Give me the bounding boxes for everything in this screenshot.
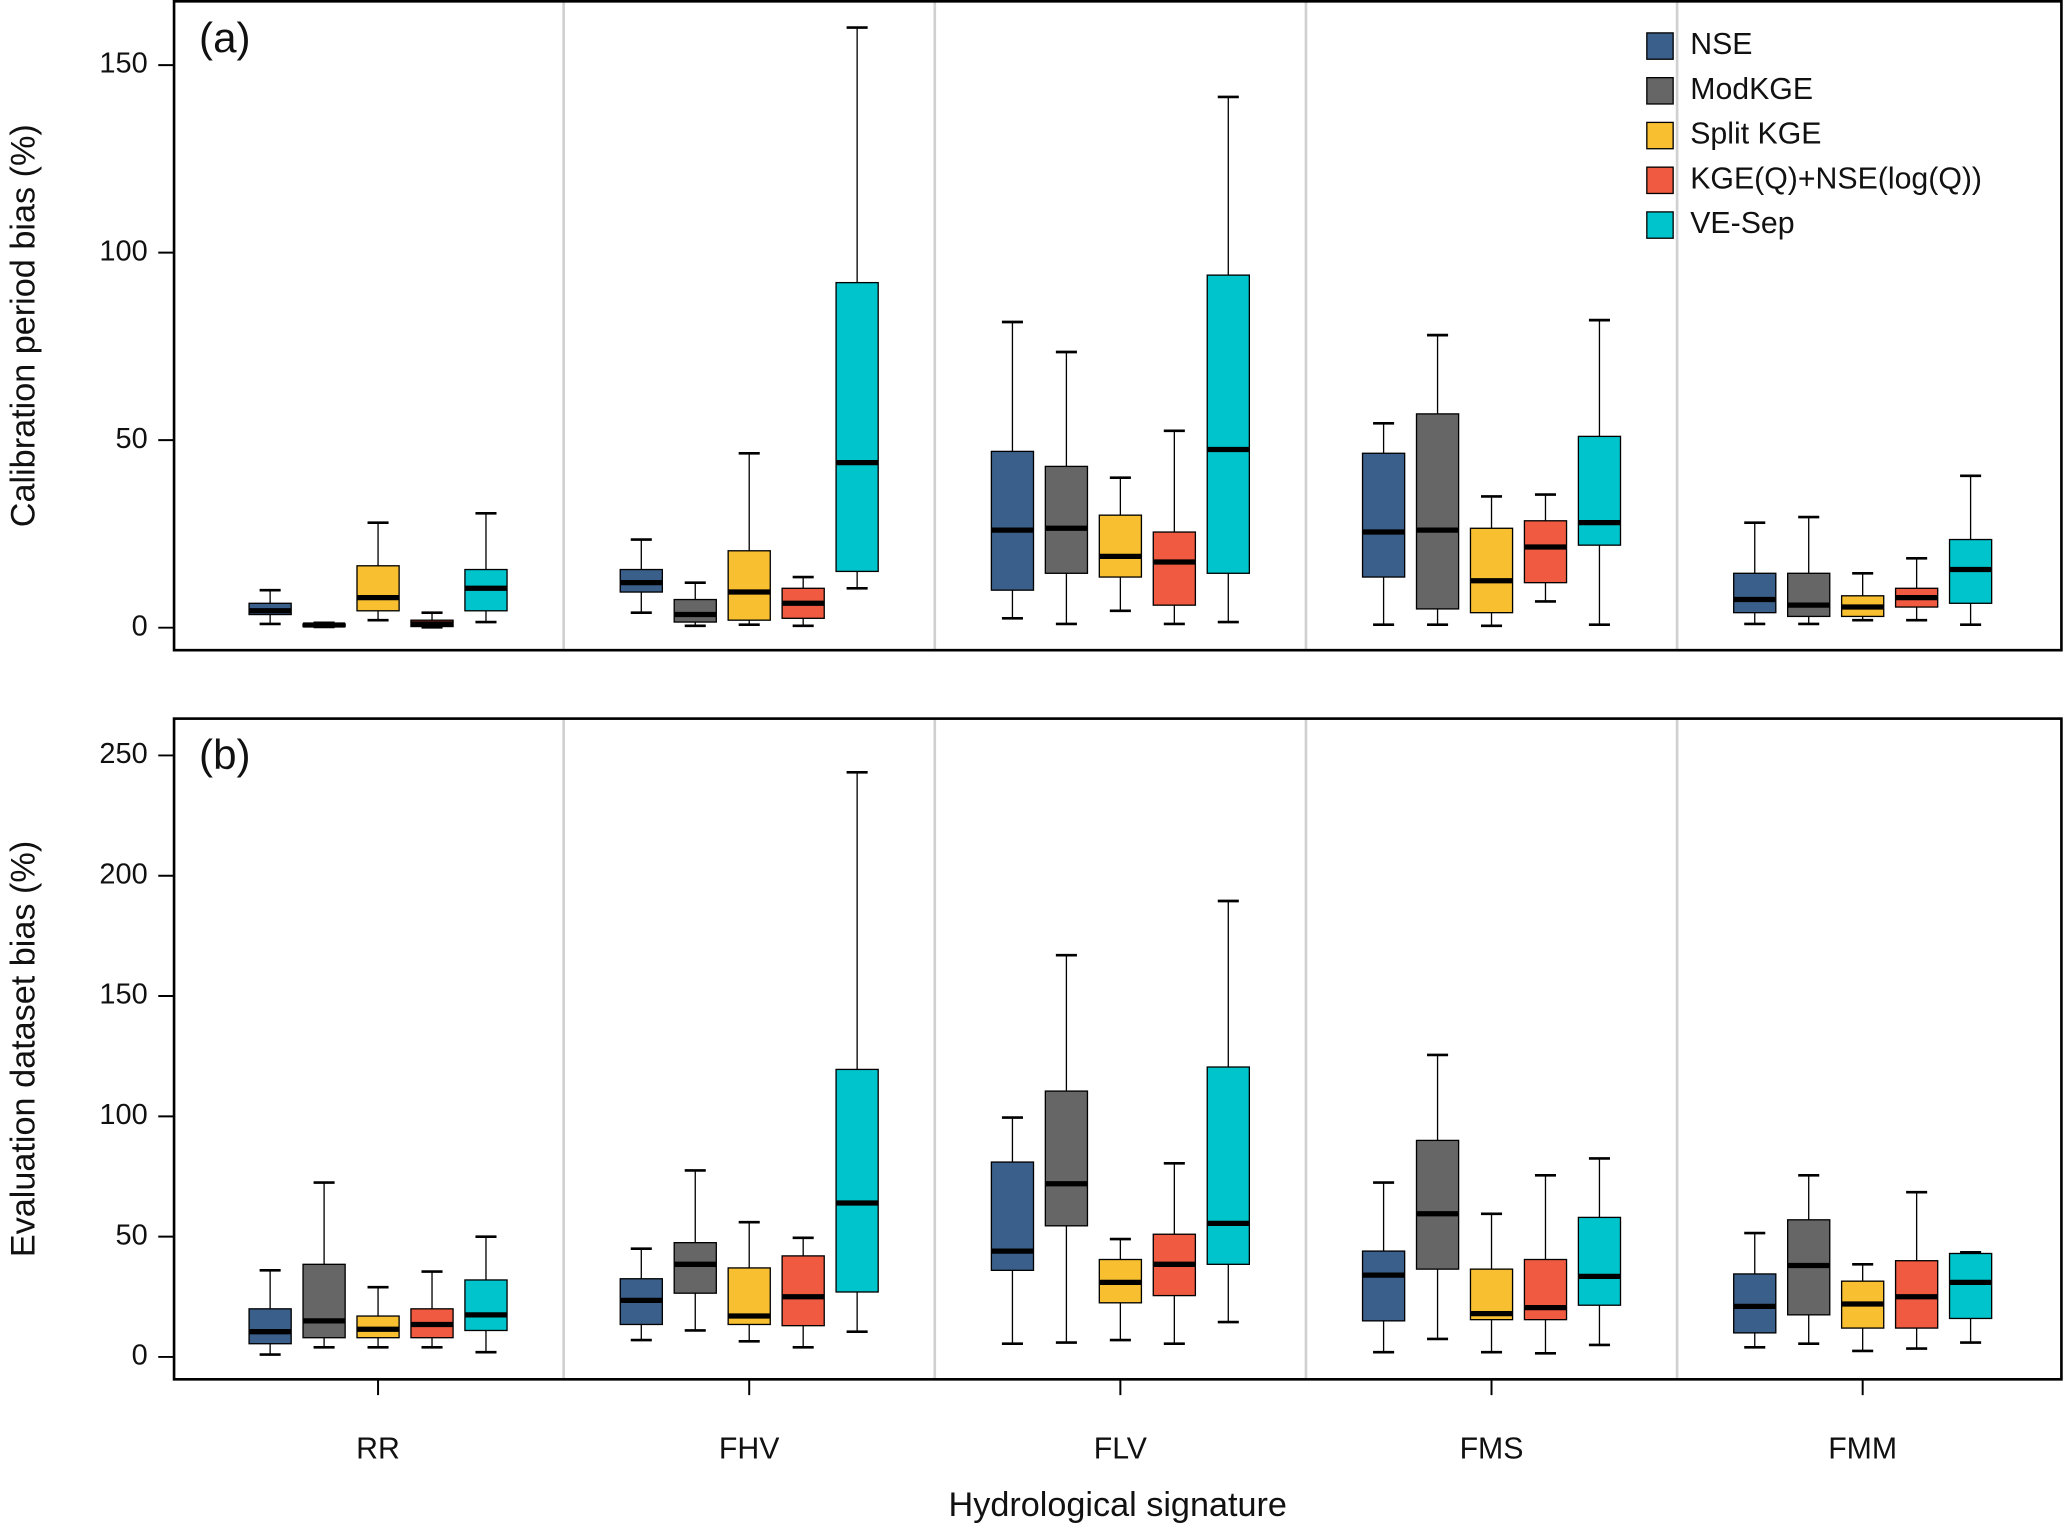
box	[1044, 1090, 1089, 1227]
y-axis-label: Evaluation dataset bias (%)	[4, 841, 42, 1257]
y-tick-label: 0	[132, 610, 148, 642]
box	[1098, 514, 1143, 578]
y-tick-label: 150	[99, 979, 147, 1011]
plot-frame	[172, 0, 2063, 652]
box	[248, 1308, 292, 1345]
box	[835, 1068, 879, 1293]
y-tick-label: 100	[99, 235, 147, 267]
box	[1361, 1250, 1406, 1322]
box	[1733, 572, 1777, 614]
x-tick-label: FMM	[1828, 1432, 1897, 1465]
x-axis-label: Hydrological signature	[949, 1486, 1287, 1524]
box	[1044, 465, 1089, 574]
plot-frame	[172, 717, 2063, 1381]
box	[781, 1255, 825, 1327]
y-tick-label: 0	[132, 1340, 148, 1372]
panel-label: (b)	[199, 731, 250, 778]
legend-label: NSE	[1690, 28, 1752, 61]
box	[1415, 1139, 1460, 1270]
y-tick-label: 200	[99, 858, 147, 890]
box	[1577, 1216, 1622, 1306]
x-tick-label: FLV	[1094, 1432, 1148, 1465]
legend-swatch	[1646, 211, 1674, 239]
box	[1361, 452, 1406, 578]
box	[1206, 1066, 1251, 1265]
box	[1415, 413, 1460, 610]
box	[302, 1263, 346, 1339]
legend-label: ModKGE	[1690, 73, 1813, 106]
box	[1523, 1258, 1568, 1321]
box	[1948, 1252, 1993, 1320]
legend-label: VE-Sep	[1690, 207, 1794, 240]
box	[835, 281, 879, 573]
y-tick-label: 150	[99, 48, 147, 80]
legend-swatch	[1646, 166, 1674, 195]
box	[727, 550, 771, 621]
box	[990, 1161, 1035, 1271]
y-tick-label: 100	[99, 1099, 147, 1131]
y-tick-label: 50	[116, 1219, 148, 1251]
box	[673, 1242, 717, 1294]
y-tick-label: 50	[116, 423, 148, 455]
legend-swatch	[1646, 121, 1674, 150]
legend-swatch	[1646, 76, 1674, 105]
legend-swatch	[1646, 32, 1674, 60]
box	[1152, 531, 1197, 606]
box	[1733, 1273, 1777, 1334]
x-tick-label: RR	[356, 1432, 400, 1465]
x-tick-label: FMS	[1460, 1432, 1524, 1465]
box	[464, 1279, 508, 1332]
panel-label: (a)	[199, 14, 250, 61]
box	[356, 565, 400, 612]
legend-label: KGE(Q)+NSE(log(Q))	[1690, 162, 1982, 195]
box	[1786, 572, 1831, 618]
y-tick-label: 250	[99, 738, 147, 770]
box	[1577, 435, 1622, 546]
x-tick-label: FHV	[719, 1432, 780, 1465]
legend-label: Split KGE	[1690, 118, 1821, 151]
box	[1523, 520, 1568, 584]
box	[1206, 274, 1251, 574]
y-axis-label: Calibration period bias (%)	[4, 124, 42, 527]
box	[990, 450, 1035, 591]
box	[673, 598, 717, 623]
box	[1469, 527, 1514, 614]
